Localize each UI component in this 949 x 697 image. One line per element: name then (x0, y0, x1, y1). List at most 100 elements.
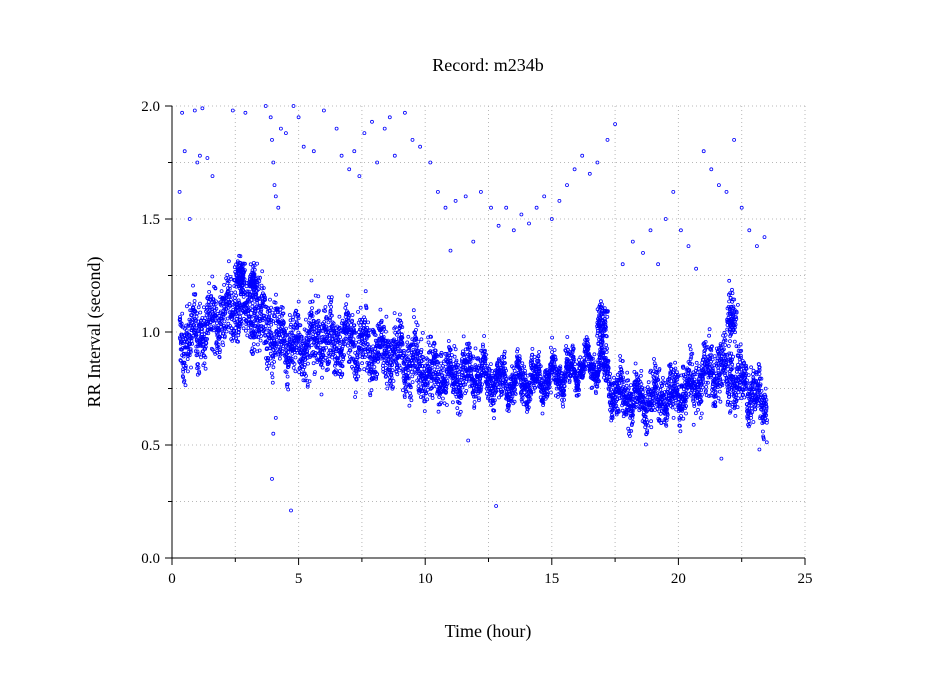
data-point (471, 354, 476, 359)
data-point (260, 269, 265, 274)
data-point (188, 349, 193, 354)
data-point (410, 380, 415, 385)
data-point (305, 384, 310, 389)
data-point (419, 358, 424, 363)
data-point (404, 384, 409, 389)
data-point (486, 394, 491, 399)
data-point (257, 348, 262, 353)
data-point (302, 362, 307, 367)
data-point (384, 349, 389, 354)
data-point (357, 347, 361, 352)
data-point (310, 299, 315, 304)
data-point (549, 390, 553, 395)
data-point (306, 361, 310, 366)
data-point (280, 305, 285, 310)
data-point (413, 361, 418, 366)
data-point (270, 380, 275, 385)
data-point (357, 367, 362, 372)
data-point (278, 336, 283, 341)
data-point (420, 330, 425, 335)
data-point (402, 395, 407, 400)
data-point (391, 379, 396, 383)
data-point (421, 357, 426, 362)
data-point (310, 314, 315, 318)
data-point (368, 391, 372, 396)
data-point (360, 336, 365, 341)
data-point (324, 314, 329, 319)
data-point (196, 305, 201, 310)
data-point (704, 384, 709, 389)
data-point (303, 317, 308, 322)
data-point (458, 396, 463, 400)
data-point (233, 326, 238, 330)
data-point (351, 337, 356, 342)
data-point (222, 334, 227, 339)
data-point (305, 352, 310, 357)
data-point (244, 284, 249, 289)
data-point (259, 307, 264, 312)
data-point (436, 369, 441, 374)
data-point (301, 378, 306, 383)
data-point (313, 320, 318, 325)
data-point (368, 393, 373, 398)
data-point (454, 358, 459, 363)
data-point (258, 275, 263, 280)
data-point (467, 377, 472, 382)
data-point (201, 305, 206, 310)
data-point (411, 348, 416, 352)
data-point (612, 375, 616, 380)
data-point (453, 360, 458, 365)
data-point (285, 374, 290, 379)
data-point (604, 343, 609, 348)
data-point (421, 395, 426, 400)
data-point (649, 419, 653, 424)
data-point (422, 409, 427, 414)
data-point (331, 321, 336, 326)
data-point (316, 330, 321, 335)
data-point (311, 319, 316, 324)
data-point (461, 365, 466, 370)
data-point (194, 314, 199, 319)
data-point (238, 322, 243, 326)
data-point (217, 348, 222, 353)
data-point (476, 371, 480, 376)
data-point (426, 340, 431, 345)
data-point (330, 355, 335, 360)
data-point (293, 369, 298, 374)
data-point (267, 308, 272, 313)
data-point (251, 342, 256, 347)
data-point (302, 338, 306, 343)
data-point (241, 326, 246, 331)
data-point (661, 375, 665, 380)
data-point (364, 352, 368, 357)
data-point (479, 385, 484, 390)
data-point (192, 302, 197, 307)
data-point (310, 306, 314, 311)
data-point (435, 365, 440, 370)
data-point (241, 294, 246, 299)
data-point (307, 331, 312, 336)
data-point (273, 350, 278, 355)
data-point (443, 351, 448, 356)
grid-lines (172, 105, 806, 558)
data-point (282, 339, 287, 344)
data-point (398, 351, 403, 356)
data-point (268, 346, 273, 351)
data-point (345, 322, 350, 327)
data-point (688, 343, 692, 348)
data-point (618, 354, 622, 358)
data-point (183, 383, 188, 388)
data-point (254, 334, 259, 339)
data-point (309, 278, 314, 283)
data-point (226, 321, 231, 326)
data-point (299, 336, 304, 341)
data-point (324, 324, 329, 329)
data-point (290, 317, 295, 322)
data-point (312, 372, 317, 377)
data-point (260, 286, 265, 291)
data-point (318, 328, 323, 333)
data-point (285, 333, 290, 337)
data-point (456, 362, 460, 367)
data-point (340, 371, 345, 376)
